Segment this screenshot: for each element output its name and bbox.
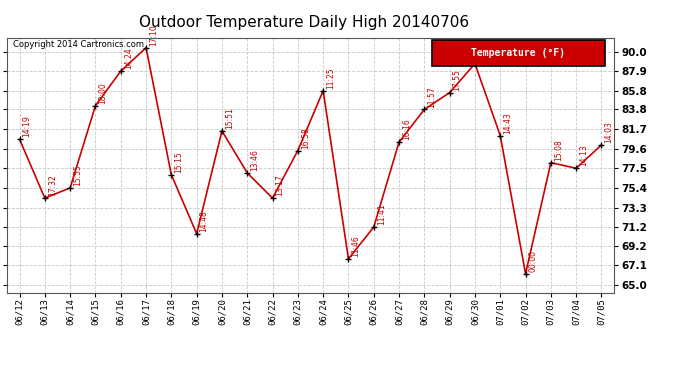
- Text: Outdoor Temperature Daily High 20140706: Outdoor Temperature Daily High 20140706: [139, 15, 469, 30]
- Text: 14:48: 14:48: [199, 210, 208, 232]
- Text: 15:08: 15:08: [554, 139, 563, 161]
- Text: 14:03: 14:03: [604, 121, 613, 143]
- Text: 17:10: 17:10: [149, 24, 158, 46]
- Text: 17:32: 17:32: [48, 174, 57, 196]
- Text: 18:00: 18:00: [99, 82, 108, 104]
- Text: 14:43: 14:43: [503, 112, 512, 134]
- Text: 14:13: 14:13: [579, 145, 588, 166]
- Text: 17:55: 17:55: [453, 69, 462, 91]
- Text: Temperature (°F): Temperature (°F): [471, 48, 566, 58]
- Text: 13:17: 13:17: [275, 174, 284, 196]
- Text: 15:15: 15:15: [175, 151, 184, 173]
- Text: 11:25: 11:25: [326, 67, 335, 89]
- Text: 00:00: 00:00: [529, 250, 538, 272]
- Text: 15:55: 15:55: [73, 164, 82, 186]
- Text: 16:16: 16:16: [402, 118, 411, 140]
- Text: 11:46: 11:46: [351, 235, 360, 257]
- Text: 11:41: 11:41: [377, 204, 386, 225]
- Text: Copyright 2014 Cartronics.com: Copyright 2014 Cartronics.com: [13, 40, 144, 49]
- Text: 15:51: 15:51: [225, 107, 234, 129]
- FancyBboxPatch shape: [432, 40, 605, 66]
- Text: 11:57: 11:57: [427, 86, 436, 108]
- Text: 14:48: 14:48: [478, 40, 487, 62]
- Text: 16:58: 16:58: [301, 127, 310, 148]
- Text: 14:19: 14:19: [23, 116, 32, 138]
- Text: 13:46: 13:46: [250, 149, 259, 171]
- Text: 14:24: 14:24: [124, 48, 132, 69]
